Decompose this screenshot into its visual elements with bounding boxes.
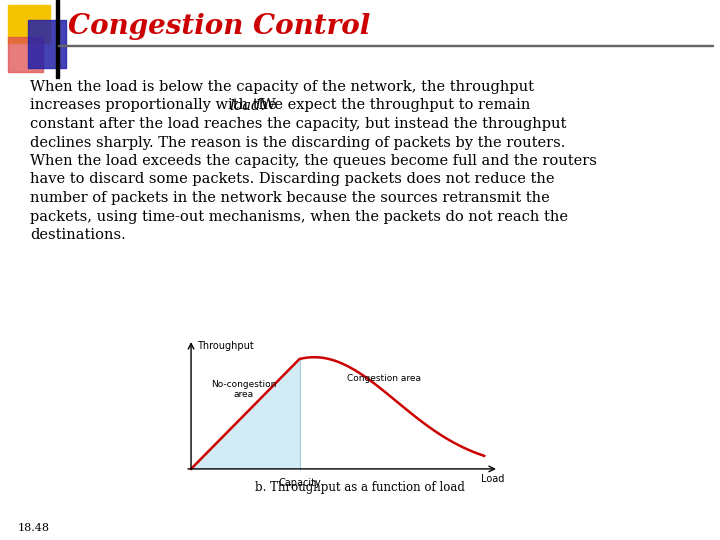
Text: declines sharply. The reason is the discarding of packets by the routers.: declines sharply. The reason is the disc…	[30, 136, 565, 150]
Text: Congestion Control: Congestion Control	[68, 14, 370, 40]
Text: destinations.: destinations.	[30, 228, 126, 242]
Text: No-congestion
area: No-congestion area	[211, 380, 276, 400]
Bar	[56, 0, 58, 78]
Text: 18.48: 18.48	[18, 523, 50, 533]
Text: number of packets in the network because the sources retransmit the: number of packets in the network because…	[30, 191, 550, 205]
Text: Capacity: Capacity	[278, 478, 321, 488]
Polygon shape	[191, 359, 300, 469]
Text: increases proportionally with the: increases proportionally with the	[30, 98, 282, 112]
Text: When the load is below the capacity of the network, the throughput: When the load is below the capacity of t…	[30, 80, 534, 94]
Text: b. Throughput as a function of load: b. Throughput as a function of load	[255, 481, 465, 494]
Bar	[8, 37, 43, 72]
Text: constant after the load reaches the capacity, but instead the throughput: constant after the load reaches the capa…	[30, 117, 567, 131]
Text: have to discard some packets. Discarding packets does not reduce the: have to discard some packets. Discarding…	[30, 172, 554, 186]
Bar	[58, 44, 713, 46]
Text: Throughput: Throughput	[197, 341, 253, 352]
Text: Congestion area: Congestion area	[348, 374, 421, 383]
Text: load.: load.	[229, 98, 265, 112]
Bar	[8, 5, 50, 43]
Text: packets, using time-out mechanisms, when the packets do not reach the: packets, using time-out mechanisms, when…	[30, 210, 568, 224]
Bar	[28, 20, 66, 68]
Text: We expect the throughput to remain: We expect the throughput to remain	[256, 98, 530, 112]
Text: Load: Load	[481, 475, 505, 484]
Text: When the load exceeds the capacity, the queues become full and the routers: When the load exceeds the capacity, the …	[30, 154, 597, 168]
